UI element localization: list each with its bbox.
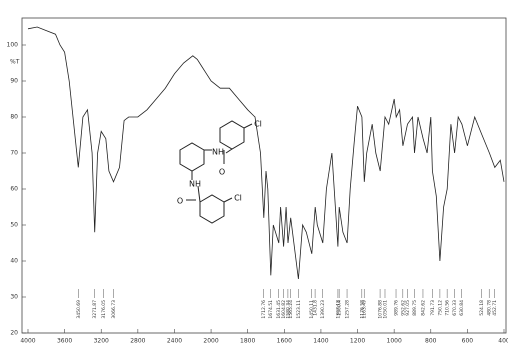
x-tick-label: 2400 [167, 338, 182, 345]
peak-label: 1050.01 [382, 300, 388, 319]
x-tick-label: 1600 [277, 338, 292, 345]
y-axis-label: %T [10, 59, 20, 66]
y-tick-label: 60 [10, 186, 18, 193]
peak-label: 1450.11 [309, 300, 315, 319]
y-tick-label: 80 [10, 114, 18, 121]
peak-label: 952.62 [400, 300, 406, 316]
x-tick-label: 2000 [203, 338, 218, 345]
peak-label: 1390.23 [320, 300, 326, 319]
y-tick-label: 90 [10, 78, 18, 85]
peak-label: 1712.76 [261, 300, 267, 319]
y-tick-label: 20 [10, 330, 18, 337]
x-tick-label: 600 [462, 338, 474, 345]
peak-label: 791.73 [430, 300, 436, 316]
peak-label: 1257.28 [345, 300, 351, 319]
y-tick-label: 70 [10, 150, 18, 157]
x-tick-label: 1200 [350, 338, 365, 345]
peak-label: 1076.88 [378, 300, 384, 319]
peak-label: 524.18 [479, 300, 485, 316]
spectrum-line [27, 26, 505, 280]
peak-label: 927.05 [405, 300, 411, 316]
atom-label: Cl [234, 194, 242, 203]
y-tick-label: 50 [10, 222, 18, 229]
x-tick-label: 400 [498, 338, 508, 345]
y-tick-label: 30 [10, 294, 18, 301]
peak-label: 1307.18 [335, 300, 341, 319]
atom-label: O [219, 168, 225, 177]
peak-label: 452.71 [492, 300, 498, 316]
peak-label: 1565.24 [288, 300, 294, 319]
peak-label: 889.75 [412, 300, 418, 316]
peak-label: 1163.49 [362, 300, 368, 319]
peak-label: 989.76 [394, 300, 400, 316]
peak-label: 3271.87 [92, 300, 98, 319]
peak-label: 1523.11 [296, 300, 302, 319]
peak-label: 480.78 [487, 300, 493, 316]
peak-label: 3176.05 [101, 300, 107, 319]
x-tick-label: 800 [425, 338, 437, 345]
structure: O NH Cl NH O Cl [177, 120, 262, 224]
peak-label: 1580.34 [285, 300, 291, 319]
x-tick-label: 1000 [387, 338, 402, 345]
x-tick-label: 4000 [20, 338, 35, 345]
peak-label: 1631.45 [276, 300, 282, 319]
atom-label: NH [212, 148, 224, 157]
peak-label: 1176.58 [359, 300, 365, 319]
peak-label: 630.84 [459, 300, 465, 316]
x-tick-label: 3600 [57, 338, 72, 345]
peak-label: 3066.73 [111, 300, 117, 319]
x-tick-label: 1800 [240, 338, 255, 345]
x-tick-label: 2800 [130, 338, 145, 345]
peak-label: 842.62 [420, 300, 426, 316]
atom-label: Cl [254, 120, 262, 129]
y-tick-label: 40 [10, 258, 18, 265]
peak-label: 710.56 [445, 300, 451, 316]
peak-label: 1300.4 [337, 300, 343, 316]
peak-label: 750.12 [437, 300, 443, 316]
atom-label: O [177, 197, 183, 206]
x-tick-label: 1400 [313, 338, 328, 345]
peak-label: 1604.82 [281, 300, 287, 319]
peak-label: 670.33 [452, 300, 458, 316]
peak-label: 3450.69 [76, 300, 82, 319]
peak-label: 1431.8 [313, 300, 319, 316]
plot-frame [21, 17, 507, 334]
peak-label: 1674.51 [268, 300, 274, 319]
atom-label: NH [189, 180, 201, 189]
x-tick-label: 3200 [94, 338, 109, 345]
y-tick-label: 100 [7, 42, 19, 49]
